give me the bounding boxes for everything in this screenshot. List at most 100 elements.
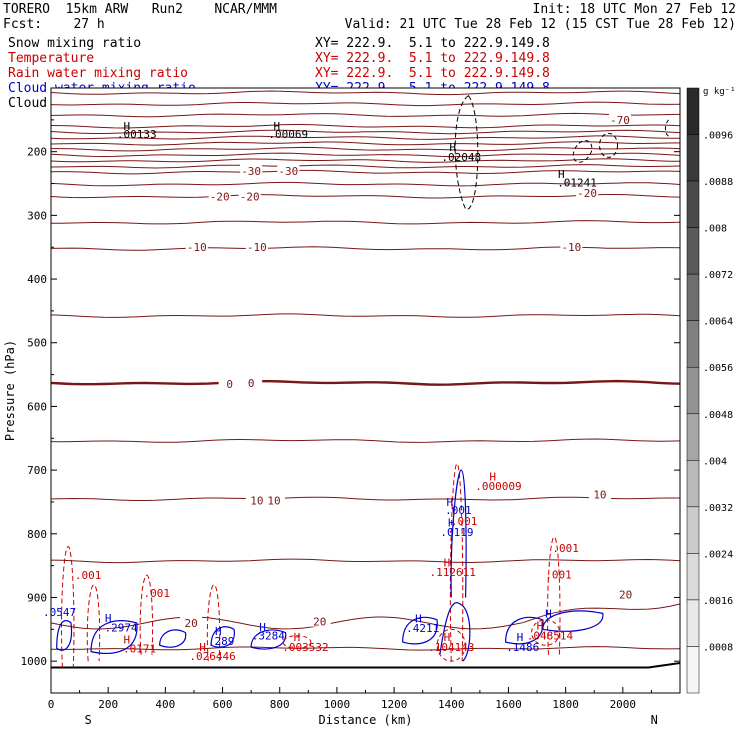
maximum-marker: H xyxy=(123,120,130,133)
maximum-value: .048514 xyxy=(527,630,574,643)
x-tick-label: 1800 xyxy=(552,698,579,711)
maximum-marker: H xyxy=(558,168,565,181)
x-tick-label: 1400 xyxy=(438,698,465,711)
isotherm-label: -10 xyxy=(561,241,581,254)
colorbar-segment xyxy=(686,413,700,461)
isotherm-label: -10 xyxy=(247,241,267,254)
y-tick-label: 700 xyxy=(27,464,47,477)
colorbar-tick-label: .008 xyxy=(703,224,727,235)
maximum-marker: H xyxy=(545,607,552,620)
y-tick-label: 900 xyxy=(27,591,47,604)
colorbar-unit: g kg⁻¹ xyxy=(703,87,736,97)
y-tick-label: 400 xyxy=(27,273,47,286)
label-mask xyxy=(218,377,241,390)
maximum-marker: H xyxy=(259,621,266,634)
isotherm-line xyxy=(50,558,681,564)
label-mask xyxy=(245,240,268,253)
isotherm-line xyxy=(50,194,681,199)
isotherm-label: 0 xyxy=(226,378,233,391)
colorbar-segment xyxy=(686,460,700,508)
maximum-value: .026446 xyxy=(189,650,235,663)
rain-contour xyxy=(206,584,221,662)
colorbar-segment xyxy=(686,180,700,228)
isotherm-line xyxy=(50,90,681,96)
maximum-marker: H xyxy=(517,631,524,644)
isotherm-line xyxy=(50,379,681,386)
cloud-water-contour xyxy=(439,602,471,662)
field-name: Snow mixing ratio xyxy=(8,36,142,51)
maximum-value: .3284 xyxy=(252,630,285,643)
cloud-water-contour xyxy=(250,629,287,650)
label-mask xyxy=(588,487,611,500)
cloud-water-contour xyxy=(402,616,438,645)
maximum-value: .1486 xyxy=(506,641,539,654)
maximum-value: .02048 xyxy=(441,151,481,164)
isotherm-label: -20 xyxy=(240,190,260,203)
maximum-marker: H xyxy=(448,516,455,529)
label-mask xyxy=(576,186,599,199)
colorbar-tick-label: .0056 xyxy=(703,363,733,374)
maximum-value: .0547 xyxy=(43,606,76,619)
rain-contour xyxy=(282,635,312,649)
colorbar-tick-label: .0048 xyxy=(703,410,733,421)
isotherm-label: -20 xyxy=(577,187,597,200)
x-tick-label: 600 xyxy=(213,698,233,711)
cloud-water-contour xyxy=(542,610,604,632)
forecast-hour: Fcst: 27 h xyxy=(3,17,105,32)
x-tick-label: 800 xyxy=(270,698,290,711)
isotherm-label: 20 xyxy=(619,588,632,601)
rain-contour xyxy=(547,536,561,655)
maximum-value: .112611 xyxy=(430,566,476,579)
label-mask xyxy=(180,615,203,628)
colorbar-tick-label: .0032 xyxy=(703,503,733,514)
rain-contour xyxy=(86,584,101,662)
field-xy: XY= 222.9. 5.1 to 222.9.149.8 xyxy=(315,66,550,81)
isotherm-line xyxy=(50,438,681,443)
rain-contour xyxy=(449,463,464,662)
maximum-value: .001 xyxy=(445,504,472,517)
label-mask xyxy=(185,240,208,253)
maximum-value: .00133 xyxy=(117,128,157,141)
left-endpoint-label: S xyxy=(85,713,92,727)
x-axis-title: Distance (km) xyxy=(319,713,413,727)
y-tick-label: 1000 xyxy=(21,655,48,668)
isotherm-label: -20 xyxy=(210,190,230,203)
maximum-value: .4211 xyxy=(406,622,439,635)
isotherm-label: -30 xyxy=(241,165,261,178)
isotherm-line xyxy=(51,220,681,225)
isotherm-line xyxy=(50,112,681,118)
maximum-value: .000009 xyxy=(475,480,521,493)
colorbar-segment xyxy=(686,646,700,694)
maximum-value: .0171 xyxy=(123,642,156,655)
colorbar-tick-label: .004 xyxy=(703,456,727,467)
isotherm-line xyxy=(50,646,681,651)
label-mask xyxy=(208,189,231,202)
rain-contour xyxy=(61,546,75,668)
cloud-water-contour xyxy=(210,626,235,648)
maximum-marker: H xyxy=(489,470,496,483)
y-axis-title: Pressure (hPa) xyxy=(3,340,17,441)
colorbar-tick-label: .0096 xyxy=(703,131,733,142)
colorbar-tick-label: .0064 xyxy=(703,317,733,328)
isotherm-label: -30 xyxy=(278,165,298,178)
plot-background xyxy=(51,88,680,693)
cloud-water-contour xyxy=(159,629,187,648)
colorbar-segment xyxy=(686,320,700,368)
label-mask xyxy=(277,163,300,176)
maximum-marker: H xyxy=(444,631,451,644)
colorbar-tick-label: .0088 xyxy=(703,177,733,188)
maximum-marker: H xyxy=(294,631,301,644)
colorbar-segment xyxy=(686,366,700,415)
label-mask xyxy=(238,189,261,202)
colorbar-tick-label: .0008 xyxy=(703,642,733,653)
cloud-water-contour xyxy=(90,620,138,654)
colorbar-segment xyxy=(686,273,700,321)
x-tick-label: 400 xyxy=(155,698,175,711)
valid-time: Valid: 21 UTC Tue 28 Feb 12 (15 CST Tue … xyxy=(344,17,736,32)
maximum-marker: H xyxy=(274,120,281,133)
model-title: TORERO 15km ARW Run2 NCAR/MMM xyxy=(3,2,277,17)
maximum-value: .289 xyxy=(208,635,235,648)
label-mask xyxy=(608,112,631,125)
label-mask xyxy=(308,614,331,627)
isotherm-line xyxy=(50,181,681,187)
